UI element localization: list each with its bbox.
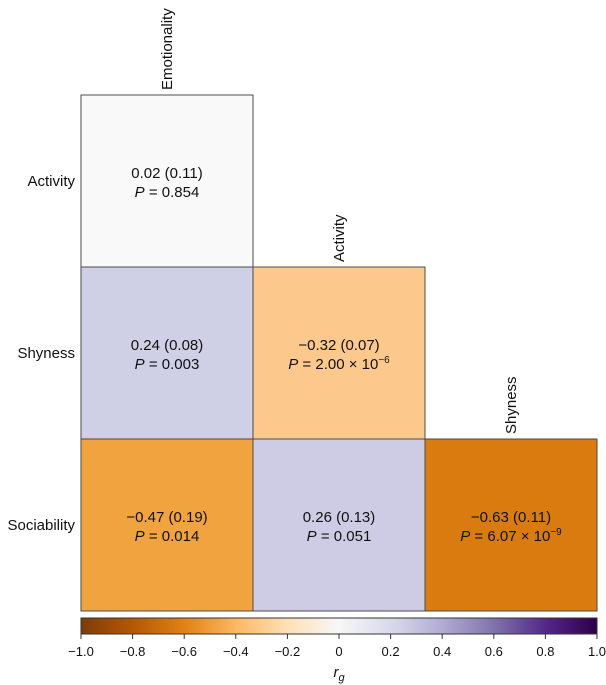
p-symbol: P — [460, 528, 470, 545]
p-exponent: −6 — [378, 355, 390, 366]
colorbar-ticks: −1.0 −0.8 −0.6 −0.4 −0.2 0 0.2 0.4 0.6 0.8 1.0 — [68, 634, 606, 659]
cell-rect — [424, 438, 598, 612]
cell-value-label: −0.32 (0.07) — [298, 337, 379, 354]
row-label: Activity — [27, 173, 75, 190]
cell-value-label: 0.24 (0.08) — [131, 337, 204, 354]
colorbar-tick-label: 0.4 — [433, 644, 451, 659]
p-symbol: P — [135, 356, 145, 373]
colorbar-gradient — [80, 617, 598, 635]
p-value: = 0.014 — [145, 528, 200, 545]
colorbar-tick-label: 0.6 — [485, 644, 503, 659]
cell-p-label: P = 0.003 — [135, 356, 200, 373]
heatmap-cells: 0.02 (0.11) P = 0.854 0.24 (0.08) P = 0.003… — [80, 94, 598, 612]
colorbar: −1.0 −0.8 −0.6 −0.4 −0.2 0 0.2 0.4 0.6 0.8 1.0 rg — [68, 617, 606, 684]
p-value: = 0.003 — [145, 356, 200, 373]
column-label: Shyness — [503, 376, 520, 434]
cell-p-label: P = 0.854 — [135, 184, 200, 201]
colorbar-tick-label: −1.0 — [68, 644, 94, 659]
colorbar-tick-label: 0 — [335, 644, 342, 659]
p-symbol: P — [307, 528, 317, 545]
cell-rect — [252, 438, 426, 612]
cell-p-label: P = 2.00 × 10−6 — [288, 355, 390, 373]
cell-value-label: −0.63 (0.11) — [471, 509, 551, 526]
heatmap-cell: −0.32 (0.07)P = 2.00 × 10−6 — [252, 266, 426, 440]
cell-value-label: 0.02 (0.11) — [131, 165, 202, 182]
colorbar-label-main: r — [333, 664, 339, 681]
p-symbol: P — [288, 356, 298, 373]
cell-rect — [80, 438, 254, 612]
column-label: Activity — [331, 214, 348, 262]
p-exponent: −9 — [550, 527, 562, 538]
heatmap-cell: −0.47 (0.19) P = 0.014 — [80, 438, 254, 612]
cell-rect — [252, 266, 426, 440]
colorbar-tick-label: 0.2 — [382, 644, 400, 659]
row-label: Shyness — [17, 345, 75, 362]
heatmap-cell: 0.26 (0.13) P = 0.051 — [252, 438, 426, 612]
cell-p-label: P = 0.051 — [307, 528, 372, 545]
cell-value-label: −0.47 (0.19) — [126, 509, 207, 526]
p-mantissa: = 2.00 × 10 — [298, 356, 378, 373]
p-mantissa: = 6.07 × 10 — [470, 528, 550, 545]
p-symbol: P — [135, 528, 145, 545]
colorbar-tick-label: −0.8 — [120, 644, 146, 659]
colorbar-tick-label: −0.4 — [223, 644, 249, 659]
colorbar-label: rg — [333, 664, 345, 684]
p-value: = 0.854 — [145, 184, 200, 201]
heatmap-cell: 0.24 (0.08) P = 0.003 — [80, 266, 254, 440]
p-value: = 0.051 — [317, 528, 372, 545]
cell-p-label: P = 0.014 — [135, 528, 200, 545]
cell-rect — [80, 94, 254, 268]
colorbar-tick-label: −0.6 — [171, 644, 197, 659]
cell-p-label: P = 6.07 × 10−9 — [460, 527, 562, 545]
heatmap-cell: 0.02 (0.11) P = 0.854 — [80, 94, 254, 268]
row-labels: Activity Shyness Sociability — [7, 173, 75, 534]
cell-rect — [80, 266, 254, 440]
cell-value-label: 0.26 (0.13) — [303, 509, 376, 526]
colorbar-tick-label: −0.2 — [275, 644, 301, 659]
colorbar-label-subscript: g — [338, 672, 345, 684]
colorbar-tick-label: 1.0 — [588, 644, 606, 659]
colorbar-tick-label: 0.8 — [536, 644, 554, 659]
row-label: Sociability — [7, 517, 75, 534]
column-label: Emotionality — [159, 8, 176, 90]
column-labels: Emotionality Activity Shyness — [159, 8, 520, 434]
heatmap-cell: −0.63 (0.11)P = 6.07 × 10−9 — [424, 438, 598, 612]
p-symbol: P — [135, 184, 145, 201]
